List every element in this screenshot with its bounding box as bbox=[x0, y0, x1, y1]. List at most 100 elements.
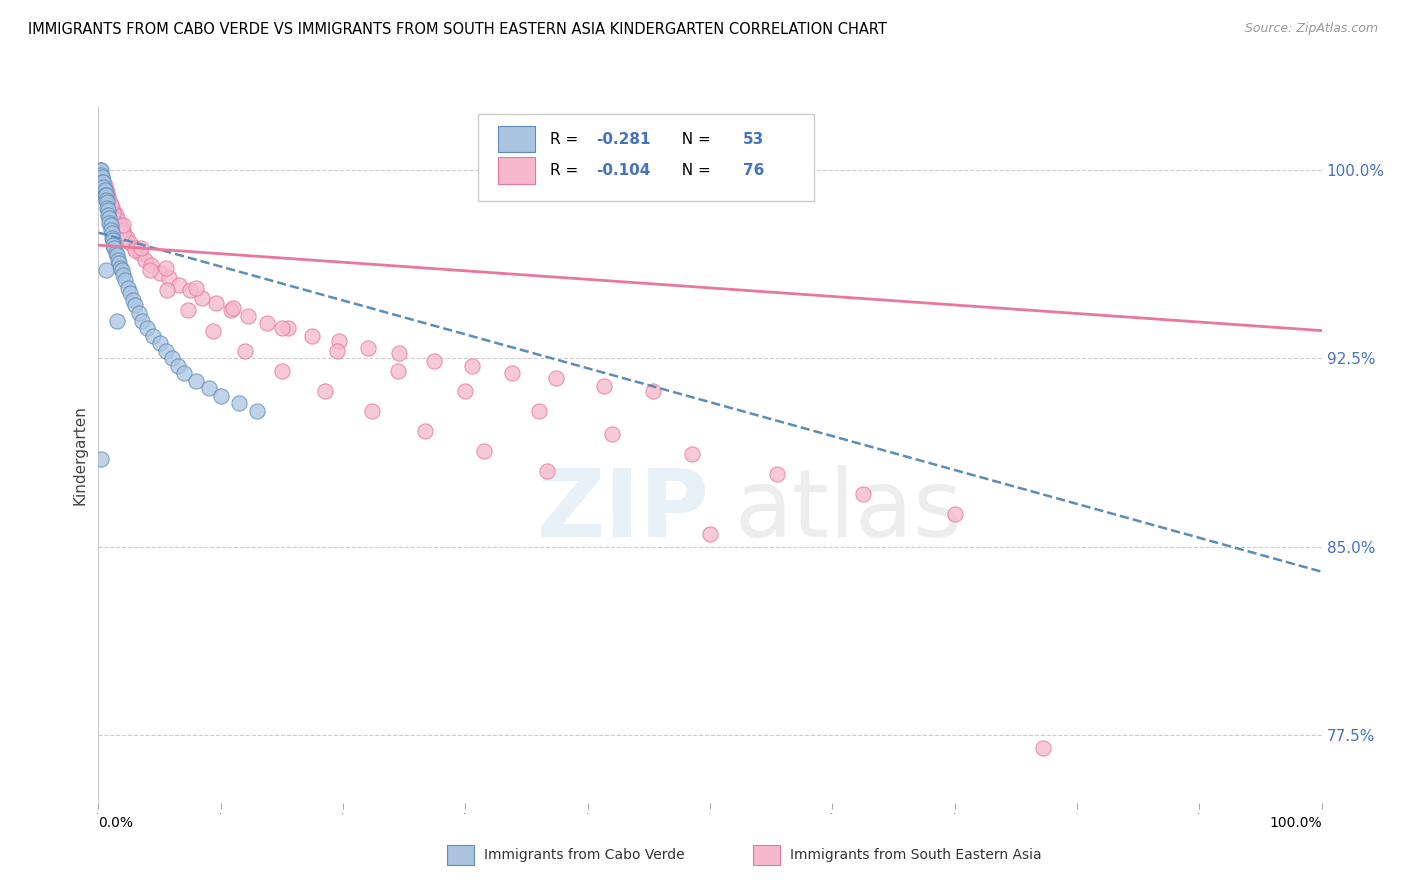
Point bbox=[100, 198, 122, 212]
Point bbox=[177, 303, 200, 318]
Point bbox=[101, 238, 124, 252]
Point bbox=[222, 301, 245, 315]
Point bbox=[246, 404, 269, 418]
Point bbox=[256, 316, 278, 330]
Point bbox=[202, 324, 225, 338]
Y-axis label: Kindergarten: Kindergarten bbox=[72, 405, 87, 505]
Point bbox=[852, 487, 875, 501]
Point bbox=[641, 384, 664, 398]
Point bbox=[108, 256, 131, 270]
Text: 53: 53 bbox=[742, 131, 765, 146]
Point bbox=[173, 366, 195, 380]
Point bbox=[766, 467, 789, 481]
Point bbox=[301, 328, 323, 343]
Point bbox=[157, 270, 180, 285]
Point bbox=[94, 263, 117, 277]
Point bbox=[97, 208, 120, 222]
Point bbox=[129, 241, 152, 255]
Bar bbox=[498, 126, 536, 153]
Point bbox=[124, 244, 146, 258]
Point bbox=[111, 218, 134, 232]
Point bbox=[91, 170, 114, 185]
Point bbox=[314, 384, 336, 398]
Point bbox=[270, 321, 294, 335]
Point bbox=[91, 175, 114, 189]
Text: Immigrants from Cabo Verde: Immigrants from Cabo Verde bbox=[484, 848, 685, 862]
Point bbox=[100, 218, 122, 232]
Point bbox=[91, 175, 114, 189]
Text: atlas: atlas bbox=[734, 465, 963, 557]
Point bbox=[97, 190, 120, 204]
Point bbox=[600, 426, 623, 441]
Point bbox=[94, 193, 117, 207]
Point bbox=[699, 527, 721, 541]
Point bbox=[111, 223, 134, 237]
Text: 100.0%: 100.0% bbox=[1270, 816, 1322, 830]
Point bbox=[90, 162, 112, 177]
Point bbox=[96, 195, 118, 210]
Point bbox=[270, 364, 294, 378]
Point bbox=[326, 343, 349, 358]
Point bbox=[209, 389, 232, 403]
Point bbox=[93, 178, 115, 192]
Point bbox=[93, 188, 115, 202]
Point bbox=[101, 226, 124, 240]
Point bbox=[191, 291, 214, 305]
Point bbox=[104, 208, 127, 222]
Point bbox=[129, 245, 152, 260]
Bar bbox=[498, 157, 536, 184]
Point bbox=[93, 183, 115, 197]
Point bbox=[236, 309, 259, 323]
Point bbox=[149, 336, 172, 351]
Point bbox=[155, 260, 177, 275]
Point bbox=[94, 188, 117, 202]
Point bbox=[536, 464, 558, 478]
Point bbox=[124, 241, 146, 255]
Text: R =: R = bbox=[550, 131, 583, 146]
Point bbox=[110, 260, 132, 275]
Point bbox=[1032, 740, 1054, 755]
Bar bbox=[752, 845, 780, 865]
Point bbox=[131, 313, 153, 327]
Point bbox=[90, 168, 112, 182]
Point bbox=[197, 381, 219, 395]
Bar bbox=[447, 845, 474, 865]
Point bbox=[124, 298, 146, 312]
Point bbox=[91, 170, 114, 185]
Text: IMMIGRANTS FROM CABO VERDE VS IMMIGRANTS FROM SOUTH EASTERN ASIA KINDERGARTEN CO: IMMIGRANTS FROM CABO VERDE VS IMMIGRANTS… bbox=[28, 22, 887, 37]
Point bbox=[90, 168, 112, 182]
Point bbox=[101, 233, 124, 247]
Point bbox=[160, 351, 183, 366]
Point bbox=[501, 366, 523, 380]
Text: N =: N = bbox=[672, 131, 716, 146]
Point bbox=[110, 218, 132, 232]
Point bbox=[356, 341, 378, 355]
Point bbox=[167, 278, 190, 293]
Point bbox=[100, 198, 122, 212]
Text: Immigrants from South Eastern Asia: Immigrants from South Eastern Asia bbox=[790, 848, 1042, 862]
Point bbox=[94, 188, 117, 202]
Text: -0.281: -0.281 bbox=[596, 131, 651, 146]
Point bbox=[472, 444, 495, 458]
Point bbox=[142, 328, 165, 343]
Point bbox=[105, 248, 128, 262]
Point bbox=[454, 384, 477, 398]
Point bbox=[361, 404, 384, 418]
Point bbox=[413, 424, 436, 438]
Point bbox=[98, 216, 121, 230]
Point bbox=[90, 173, 112, 187]
Point bbox=[156, 284, 179, 298]
Point bbox=[107, 213, 129, 227]
Point bbox=[90, 451, 112, 466]
Point bbox=[115, 230, 138, 244]
Point bbox=[186, 281, 208, 295]
Point bbox=[114, 273, 136, 287]
Point bbox=[111, 263, 134, 277]
Text: R =: R = bbox=[550, 163, 583, 178]
Point bbox=[186, 374, 208, 388]
Point bbox=[117, 281, 139, 295]
Point bbox=[681, 447, 703, 461]
Point bbox=[94, 183, 117, 197]
Point bbox=[91, 180, 114, 194]
Point bbox=[96, 201, 118, 215]
